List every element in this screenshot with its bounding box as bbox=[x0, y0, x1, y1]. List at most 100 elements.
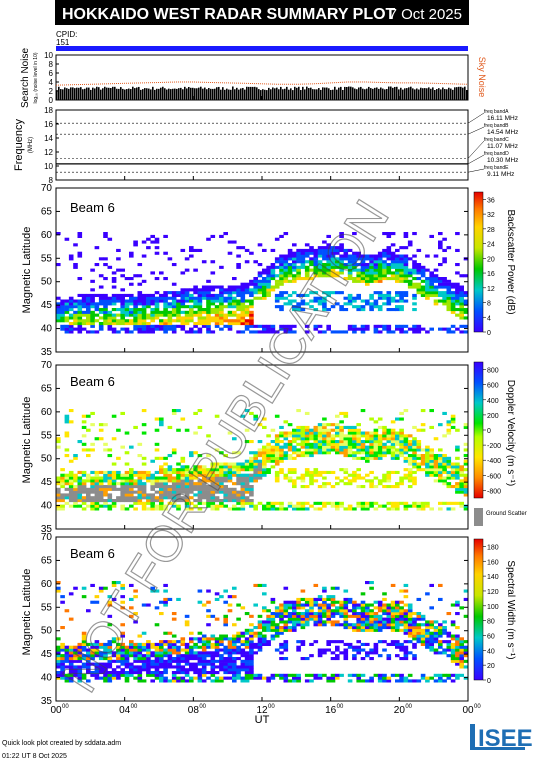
echo-cell bbox=[399, 442, 404, 446]
echo-cell bbox=[223, 504, 228, 508]
echo-cell bbox=[438, 634, 443, 638]
echo-cell bbox=[176, 299, 181, 303]
echo-cell bbox=[347, 600, 353, 604]
echo-cell bbox=[244, 490, 250, 494]
colorbar-tick-label: 32 bbox=[487, 212, 495, 219]
echo-cell bbox=[395, 254, 400, 258]
echo-cell bbox=[425, 592, 430, 596]
echo-cell bbox=[249, 451, 254, 455]
echo-cell bbox=[292, 268, 297, 272]
echo-cell bbox=[279, 296, 284, 300]
echo-cell bbox=[133, 620, 138, 624]
echo-cell bbox=[116, 665, 121, 669]
echo-cell bbox=[274, 473, 280, 477]
echo-cell bbox=[244, 651, 250, 655]
echo-cell bbox=[141, 645, 147, 649]
noise-ylabel-sub: log₁₀ (noise level in 10) bbox=[33, 52, 39, 103]
echo-cell bbox=[416, 640, 422, 644]
echo-cell bbox=[240, 319, 246, 323]
echo-cell bbox=[197, 316, 203, 320]
echo-cell bbox=[214, 499, 220, 503]
colorbar-tick-label: 28 bbox=[487, 227, 495, 234]
echo-cell bbox=[189, 310, 194, 314]
echo-cell bbox=[262, 459, 267, 463]
echo-cell bbox=[244, 612, 250, 616]
echo-cell bbox=[201, 487, 207, 491]
echo-cell bbox=[403, 679, 409, 683]
echo-cell bbox=[395, 451, 400, 455]
echo-cell bbox=[68, 493, 74, 497]
echo-cell bbox=[266, 285, 271, 289]
echo-cell bbox=[197, 637, 203, 641]
echo-cell bbox=[455, 296, 460, 300]
echo-cell bbox=[129, 651, 134, 655]
echo-cell bbox=[124, 322, 130, 326]
echo-cell bbox=[373, 257, 379, 261]
echo-cell bbox=[167, 659, 173, 663]
echo-cell bbox=[390, 263, 396, 267]
echo-cell bbox=[262, 634, 267, 638]
echo-cell bbox=[150, 662, 155, 666]
echo-cell bbox=[223, 473, 228, 477]
echo-cell bbox=[403, 448, 409, 452]
echo-cell bbox=[240, 479, 246, 483]
echo-cell bbox=[253, 456, 258, 460]
echo-cell bbox=[141, 668, 147, 672]
echo-cell bbox=[236, 637, 241, 641]
echo-cell bbox=[206, 504, 211, 508]
echo-cell bbox=[249, 456, 254, 460]
echo-cell bbox=[377, 445, 383, 449]
echo-cell bbox=[249, 310, 254, 314]
echo-cell bbox=[150, 679, 155, 683]
search-noise-bar bbox=[436, 89, 438, 100]
echo-cell bbox=[214, 414, 220, 418]
echo-cell bbox=[425, 465, 430, 469]
echo-cell bbox=[279, 263, 284, 267]
echo-cell bbox=[159, 612, 164, 616]
echo-cell bbox=[163, 305, 168, 309]
echo-cell bbox=[90, 490, 95, 494]
echo-cell bbox=[73, 316, 78, 320]
echo-cell bbox=[141, 327, 147, 331]
echo-cell bbox=[141, 313, 147, 317]
echo-cell bbox=[223, 299, 228, 303]
echo-cell bbox=[163, 600, 168, 604]
echo-cell bbox=[420, 409, 426, 413]
echo-cell bbox=[455, 600, 460, 604]
echo-cell bbox=[377, 308, 383, 312]
echo-cell bbox=[352, 645, 357, 649]
echo-cell bbox=[163, 597, 168, 601]
echo-cell bbox=[193, 285, 198, 289]
echo-cell bbox=[249, 313, 254, 317]
echo-cell bbox=[244, 659, 250, 663]
frequency-band-name: freq bandC bbox=[484, 137, 509, 143]
echo-cell bbox=[257, 470, 263, 474]
echo-cell bbox=[339, 411, 344, 415]
echo-cell bbox=[382, 603, 387, 607]
echo-cell bbox=[193, 305, 198, 309]
echo-cell bbox=[120, 487, 125, 491]
search-noise-bar bbox=[448, 87, 450, 100]
echo-cell bbox=[442, 648, 447, 652]
echo-cell bbox=[438, 291, 443, 295]
echo-cell bbox=[373, 260, 379, 264]
echo-cell bbox=[189, 254, 194, 258]
y-tick-label: 70 bbox=[41, 360, 53, 371]
echo-cell bbox=[399, 454, 404, 458]
echo-cell bbox=[171, 313, 177, 317]
echo-cell bbox=[429, 293, 434, 297]
echo-cell bbox=[455, 626, 460, 630]
echo-cell bbox=[163, 507, 168, 511]
echo-cell bbox=[86, 310, 91, 314]
echo-cell bbox=[459, 465, 464, 469]
echo-cell bbox=[210, 504, 216, 508]
echo-cell bbox=[73, 659, 78, 663]
echo-cell bbox=[206, 468, 211, 472]
echo-cell bbox=[403, 614, 409, 618]
echo-cell bbox=[56, 654, 61, 658]
echo-cell bbox=[90, 651, 95, 655]
echo-cell bbox=[326, 248, 331, 252]
echo-cell bbox=[94, 668, 100, 672]
echo-cell bbox=[210, 665, 216, 669]
echo-cell bbox=[124, 470, 130, 474]
